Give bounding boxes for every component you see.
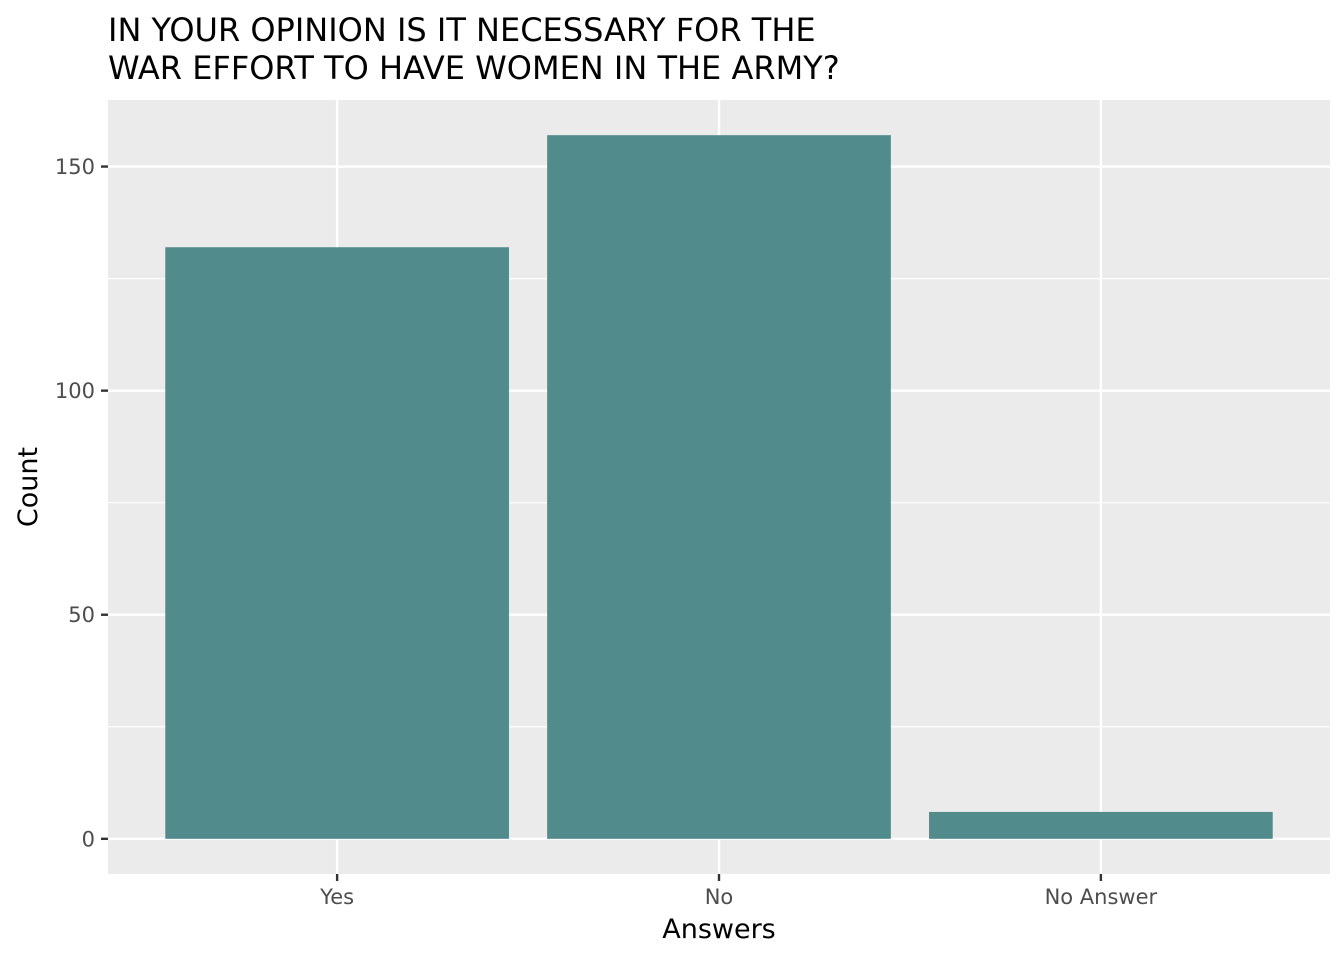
x-axis-title: Answers [662, 914, 776, 945]
bar-no-answer [929, 811, 1273, 839]
x-tick-label: No [705, 885, 734, 909]
bar-yes [165, 247, 509, 839]
x-tick-label: Yes [319, 885, 354, 909]
y-axis-title: Count [13, 447, 44, 527]
chart-title-line-2: WAR EFFORT TO HAVE WOMEN IN THE ARMY? [108, 49, 840, 87]
y-tick-label: 0 [82, 827, 95, 851]
bar-no [547, 135, 891, 839]
chart-title-line-1: IN YOUR OPINION IS IT NECESSARY FOR THE [108, 11, 816, 49]
bars [165, 135, 1273, 839]
x-tick-label: No Answer [1045, 885, 1158, 909]
axes: 0 50 100 150 Yes No No Answer [55, 155, 1158, 909]
y-tick-label: 100 [55, 379, 95, 403]
y-tick-label: 50 [68, 603, 95, 627]
y-tick-label: 150 [55, 155, 95, 179]
